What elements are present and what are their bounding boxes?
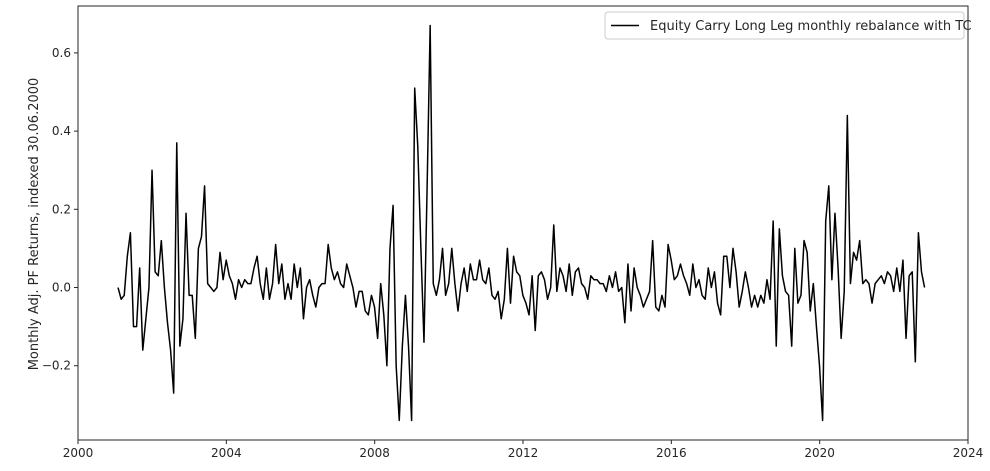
y-axis: −0.2 0.0 0.2 0.4 0.6 (42, 46, 78, 373)
x-tick-label: 2004 (211, 446, 242, 460)
y-axis-title: Monthly Adj. PF Returns, indexed 30.06.2… (27, 78, 42, 371)
y-tick-label: 0.6 (52, 46, 71, 60)
y-tick-label: 0.0 (52, 281, 71, 295)
x-axis: 2000 2004 2008 2012 2016 2020 2024 (63, 440, 984, 460)
x-tick-label: 2012 (508, 446, 539, 460)
y-tick-label: 0.2 (52, 202, 71, 216)
x-tick-label: 2000 (63, 446, 94, 460)
x-tick-label: 2020 (804, 446, 835, 460)
x-tick-label: 2008 (359, 446, 390, 460)
series-line (117, 24, 926, 422)
y-tick-label: −0.2 (42, 359, 71, 373)
x-tick-label: 2016 (656, 446, 687, 460)
y-tick-label: 0.4 (52, 124, 71, 138)
legend-label: Equity Carry Long Leg monthly rebalance … (650, 19, 972, 34)
x-tick-label: 2024 (953, 446, 984, 460)
legend: Equity Carry Long Leg monthly rebalance … (604, 11, 972, 40)
legend-box (604, 11, 965, 40)
